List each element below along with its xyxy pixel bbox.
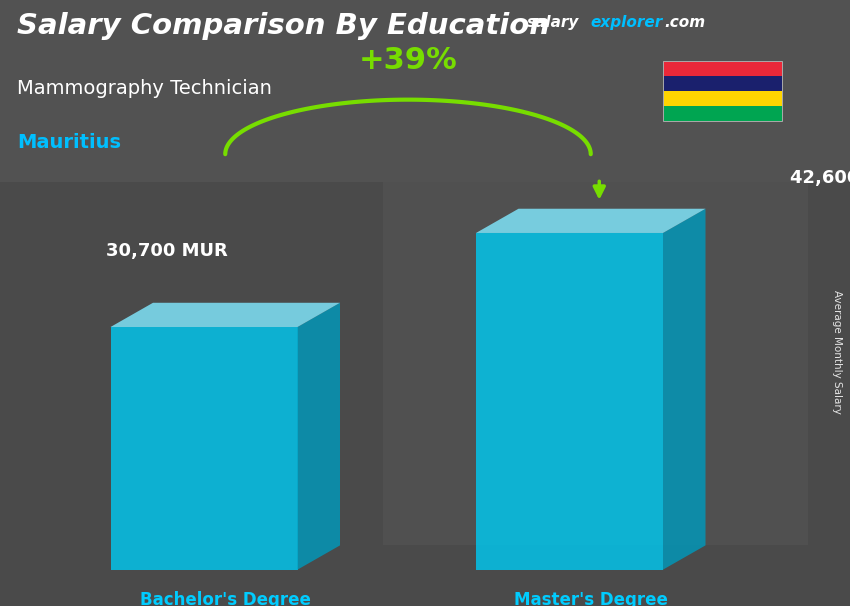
Polygon shape xyxy=(663,61,782,76)
Polygon shape xyxy=(663,106,782,121)
Polygon shape xyxy=(476,233,663,570)
Polygon shape xyxy=(298,303,340,570)
Text: Salary Comparison By Education: Salary Comparison By Education xyxy=(17,12,550,40)
Text: .com: .com xyxy=(665,15,706,30)
Text: 42,600 MUR: 42,600 MUR xyxy=(790,170,850,187)
Text: Mammography Technician: Mammography Technician xyxy=(17,79,272,98)
Polygon shape xyxy=(663,91,782,106)
Polygon shape xyxy=(663,76,782,91)
Text: 30,700 MUR: 30,700 MUR xyxy=(105,242,228,261)
Text: Average Monthly Salary: Average Monthly Salary xyxy=(832,290,842,413)
Text: salary: salary xyxy=(527,15,580,30)
Text: Mauritius: Mauritius xyxy=(17,133,121,152)
Polygon shape xyxy=(110,327,298,570)
Polygon shape xyxy=(476,208,706,233)
Text: +39%: +39% xyxy=(359,47,457,75)
Text: Bachelor's Degree: Bachelor's Degree xyxy=(139,591,311,606)
Polygon shape xyxy=(110,303,340,327)
Bar xyxy=(382,182,808,545)
Text: Master's Degree: Master's Degree xyxy=(513,591,668,606)
Text: explorer: explorer xyxy=(591,15,663,30)
Polygon shape xyxy=(663,208,706,570)
Bar xyxy=(0,0,850,182)
